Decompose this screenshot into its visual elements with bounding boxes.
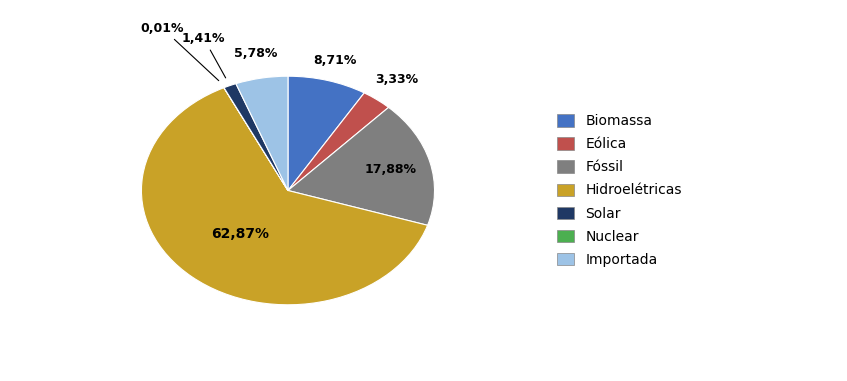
Wedge shape	[288, 76, 364, 190]
Wedge shape	[141, 88, 428, 305]
Wedge shape	[288, 93, 389, 190]
Text: 0,01%: 0,01%	[141, 22, 219, 81]
Text: 3,33%: 3,33%	[375, 73, 418, 86]
Wedge shape	[224, 88, 288, 190]
Text: 8,71%: 8,71%	[313, 54, 357, 67]
Wedge shape	[288, 107, 435, 225]
Legend: Biomassa, Eólica, Fóssil, Hidroelétricas, Solar, Nuclear, Importada: Biomassa, Eólica, Fóssil, Hidroelétricas…	[557, 114, 682, 267]
Text: 62,87%: 62,87%	[211, 227, 269, 241]
Text: 1,41%: 1,41%	[182, 32, 225, 78]
Text: 17,88%: 17,88%	[364, 163, 416, 176]
Wedge shape	[236, 76, 288, 190]
Text: 5,78%: 5,78%	[234, 47, 277, 60]
Wedge shape	[224, 84, 288, 190]
